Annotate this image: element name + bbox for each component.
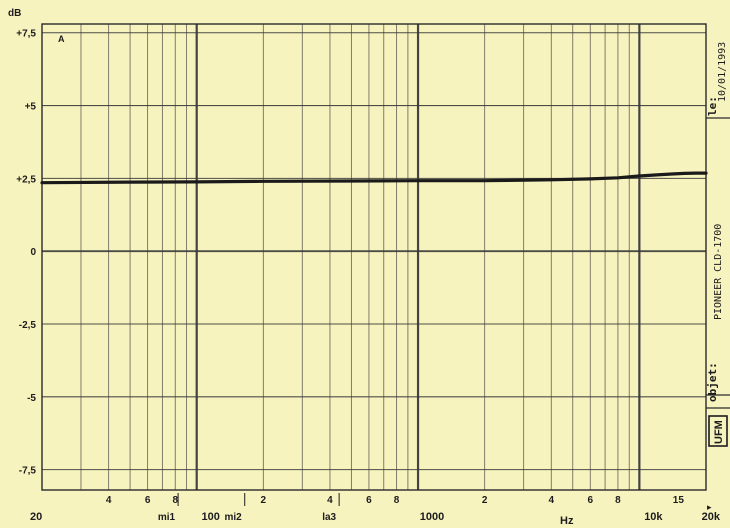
y-tick-label: -7,5 [19, 466, 37, 477]
x-tick-label: 6 [145, 495, 151, 506]
note-markers: mi1 mi2 la3 [158, 493, 340, 523]
plot-frame [41, 23, 707, 491]
y-axis-tick-labels: +7,5 +5 +2,5 0 -2,5 -5 -7,5 [16, 29, 36, 477]
x-tick-label: 8 [172, 495, 178, 506]
x-axis-end-arrow: ▸ [707, 503, 712, 513]
response-curve-line [40, 171, 708, 185]
logo-text: UFM [713, 420, 725, 444]
x-tick-label: 10k [644, 511, 663, 523]
x-tick-label: 4 [549, 495, 555, 506]
y-tick-label: +2,5 [16, 174, 36, 185]
note-marker-label: mi2 [224, 512, 242, 523]
y-tick-label: 0 [30, 247, 36, 258]
date-label: le: [706, 96, 719, 116]
y-tick-label: +7,5 [16, 29, 36, 40]
x-axis-tick-labels: 20 4 6 8 100 2 4 6 8 1000 2 4 6 8 10k 15 20k [30, 495, 721, 523]
object-value: PIONEER CLD-1700 [713, 224, 724, 320]
x-tick-label: 20 [30, 511, 42, 523]
x-tick-label: 15 [673, 495, 685, 506]
x-tick-label: 2 [482, 495, 488, 506]
y-tick-label: +5 [25, 102, 37, 113]
y-tick-label: -2,5 [19, 320, 37, 331]
x-tick-label: 4 [327, 495, 333, 506]
x-tick-label: 1000 [420, 511, 444, 523]
ufm-logo: UFM [708, 415, 728, 447]
major-grid [42, 24, 706, 490]
x-tick-label: 100 [202, 511, 220, 523]
x-tick-label: 8 [394, 495, 400, 506]
x-tick-label: 4 [106, 495, 112, 506]
x-tick-label: 20k [702, 511, 721, 523]
corner-label: A [58, 34, 65, 44]
sidebar-panel: le: 10/01/1993 PIONEER CLD-1700 objet: U… [706, 42, 730, 447]
y-axis-label: dB [8, 8, 21, 19]
x-tick-label: 6 [587, 495, 593, 506]
date-value: 10/01/1993 [717, 42, 728, 102]
response-curve-layer [40, 171, 708, 185]
x-tick-label: 8 [615, 495, 621, 506]
note-marker-label: la3 [322, 512, 336, 523]
x-axis-label: Hz [560, 515, 574, 527]
object-label: objet: [706, 362, 719, 402]
note-marker-label: mi1 [158, 512, 176, 523]
x-tick-label: 2 [261, 495, 267, 506]
y-tick-label: -5 [27, 393, 36, 404]
x-tick-label: 6 [366, 495, 372, 506]
